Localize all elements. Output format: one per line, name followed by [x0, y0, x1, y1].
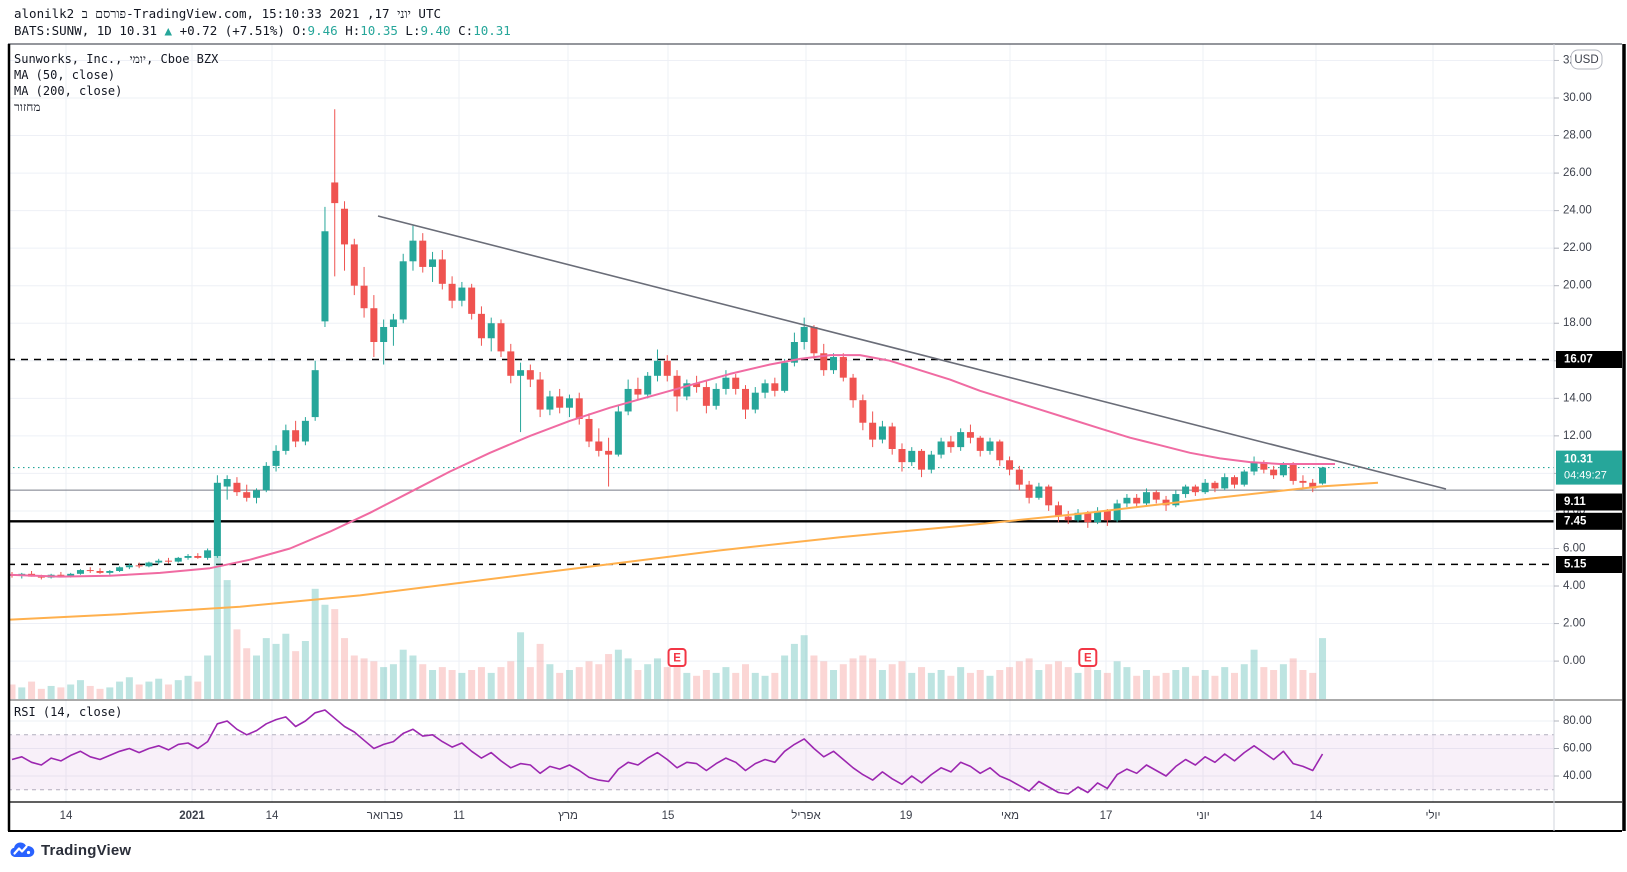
svg-text:5.15: 5.15: [1564, 559, 1587, 571]
svg-text:40.00: 40.00: [1563, 770, 1592, 782]
svg-text:9.11: 9.11: [1564, 496, 1586, 508]
svg-text:28.00: 28.00: [1563, 130, 1592, 142]
svg-text:24.00: 24.00: [1563, 205, 1592, 217]
tradingview-logo-icon: [10, 842, 35, 857]
high-value: 10.35: [360, 23, 398, 38]
legend-ma50: MA (50, close): [14, 68, 116, 82]
time-axis-label: 14: [1310, 810, 1323, 822]
open-label: O:: [292, 23, 308, 38]
tradingview-logo[interactable]: TradingView: [10, 841, 131, 859]
svg-text:80.00: 80.00: [1563, 715, 1592, 727]
svg-text:7.45: 7.45: [1564, 515, 1587, 527]
svg-text:4.00: 4.00: [1563, 580, 1585, 592]
time-axis-label: 11: [453, 810, 465, 822]
legend-volume: מחזור: [14, 100, 41, 114]
price-level-badge: [1556, 493, 1622, 511]
time-axis-label: 19: [900, 810, 913, 822]
time-axis-label: יולי: [1425, 809, 1440, 822]
svg-text:6.00: 6.00: [1563, 542, 1585, 554]
svg-text:60.00: 60.00: [1563, 743, 1592, 755]
earnings-marker[interactable]: [1078, 648, 1098, 667]
svg-text:26.00: 26.00: [1563, 167, 1592, 179]
svg-text:14.00: 14.00: [1563, 392, 1592, 404]
svg-text:04:49:27: 04:49:27: [1564, 470, 1607, 482]
svg-text:E: E: [673, 653, 681, 665]
time-axis-label: פברואר: [367, 810, 403, 822]
chart-legend: Sunworks, Inc., יומי, Cboe BZX MA (50, c…: [14, 51, 218, 115]
svg-text:16.07: 16.07: [1564, 354, 1593, 366]
price-level-badge: [1556, 512, 1622, 530]
svg-text:0.00: 0.00: [1563, 655, 1585, 667]
time-axis-label: 17: [1100, 810, 1113, 822]
legend-symbol-title: Sunworks, Inc., יומי, Cboe BZX: [14, 52, 219, 66]
svg-text:12.00: 12.00: [1563, 430, 1592, 442]
earnings-marker[interactable]: [667, 648, 687, 667]
time-axis-label: 2021: [179, 810, 205, 822]
svg-text:20.00: 20.00: [1563, 280, 1592, 292]
time-axis[interactable]: 14 2021 14 פברואר 11 מרץ 15 אפריל 19 מאי 17 יוני 14 י…: [60, 809, 1441, 822]
snapshot-attribution: alonilk2 פורסם ב-TradingView.com, יוני 1…: [14, 6, 442, 21]
time-axis-label: 15: [662, 810, 675, 822]
rsi-legend: RSI (14, close): [14, 705, 123, 719]
price-axis[interactable]: 0.002.004.006.008.0010.0012.0014.0016.00…: [1554, 54, 1592, 782]
svg-text:2.00: 2.00: [1563, 618, 1585, 630]
price-level-badge: [1556, 556, 1622, 573]
tradingview-logo-text: TradingView: [41, 841, 132, 859]
price-level-badge: [1556, 351, 1622, 368]
trendline[interactable]: [377, 215, 1447, 490]
rsi-band: [8, 734, 1554, 790]
svg-text:22.00: 22.00: [1563, 242, 1592, 254]
svg-text:10.31: 10.31: [1564, 454, 1593, 466]
price-level-badge: [1556, 450, 1622, 485]
open-value: 9.46: [307, 23, 338, 38]
ma200-line[interactable]: [7, 481, 1379, 621]
low-label: L:: [405, 23, 421, 38]
legend-ma200: MA (200, close): [14, 84, 123, 98]
time-axis-label: 14: [266, 810, 279, 822]
time-axis-label: אפריל: [791, 809, 821, 822]
close-label: C:: [458, 23, 474, 38]
candlesticks: [8, 109, 1327, 580]
svg-text:E: E: [1084, 653, 1092, 665]
rsi-line[interactable]: [11, 709, 1324, 795]
high-label: H:: [345, 23, 361, 38]
time-axis-label: 14: [60, 810, 73, 822]
ma50-line[interactable]: [7, 354, 1335, 578]
svg-text:USD: USD: [1574, 54, 1598, 66]
time-axis-label: מאי: [1001, 810, 1019, 822]
svg-text:30.00: 30.00: [1563, 92, 1592, 104]
price-change: +0.72 (+7.51%): [179, 23, 285, 38]
up-arrow-icon: ▲: [164, 23, 173, 38]
time-axis-label: יוני: [1196, 810, 1209, 822]
svg-text:18.00: 18.00: [1563, 317, 1592, 329]
low-value: 9.40: [420, 23, 451, 38]
close-value: 10.31: [473, 23, 511, 38]
symbol-status-line: BATS:SUNW, 1D 10.31 ▲ +0.72 (+7.51%) O:9…: [14, 23, 511, 38]
time-axis-label: מרץ: [558, 810, 578, 822]
currency-toggle-button[interactable]: [1570, 49, 1603, 70]
volume-bars: [8, 554, 1327, 699]
symbol-and-price: BATS:SUNW, 1D 10.31: [14, 23, 157, 38]
